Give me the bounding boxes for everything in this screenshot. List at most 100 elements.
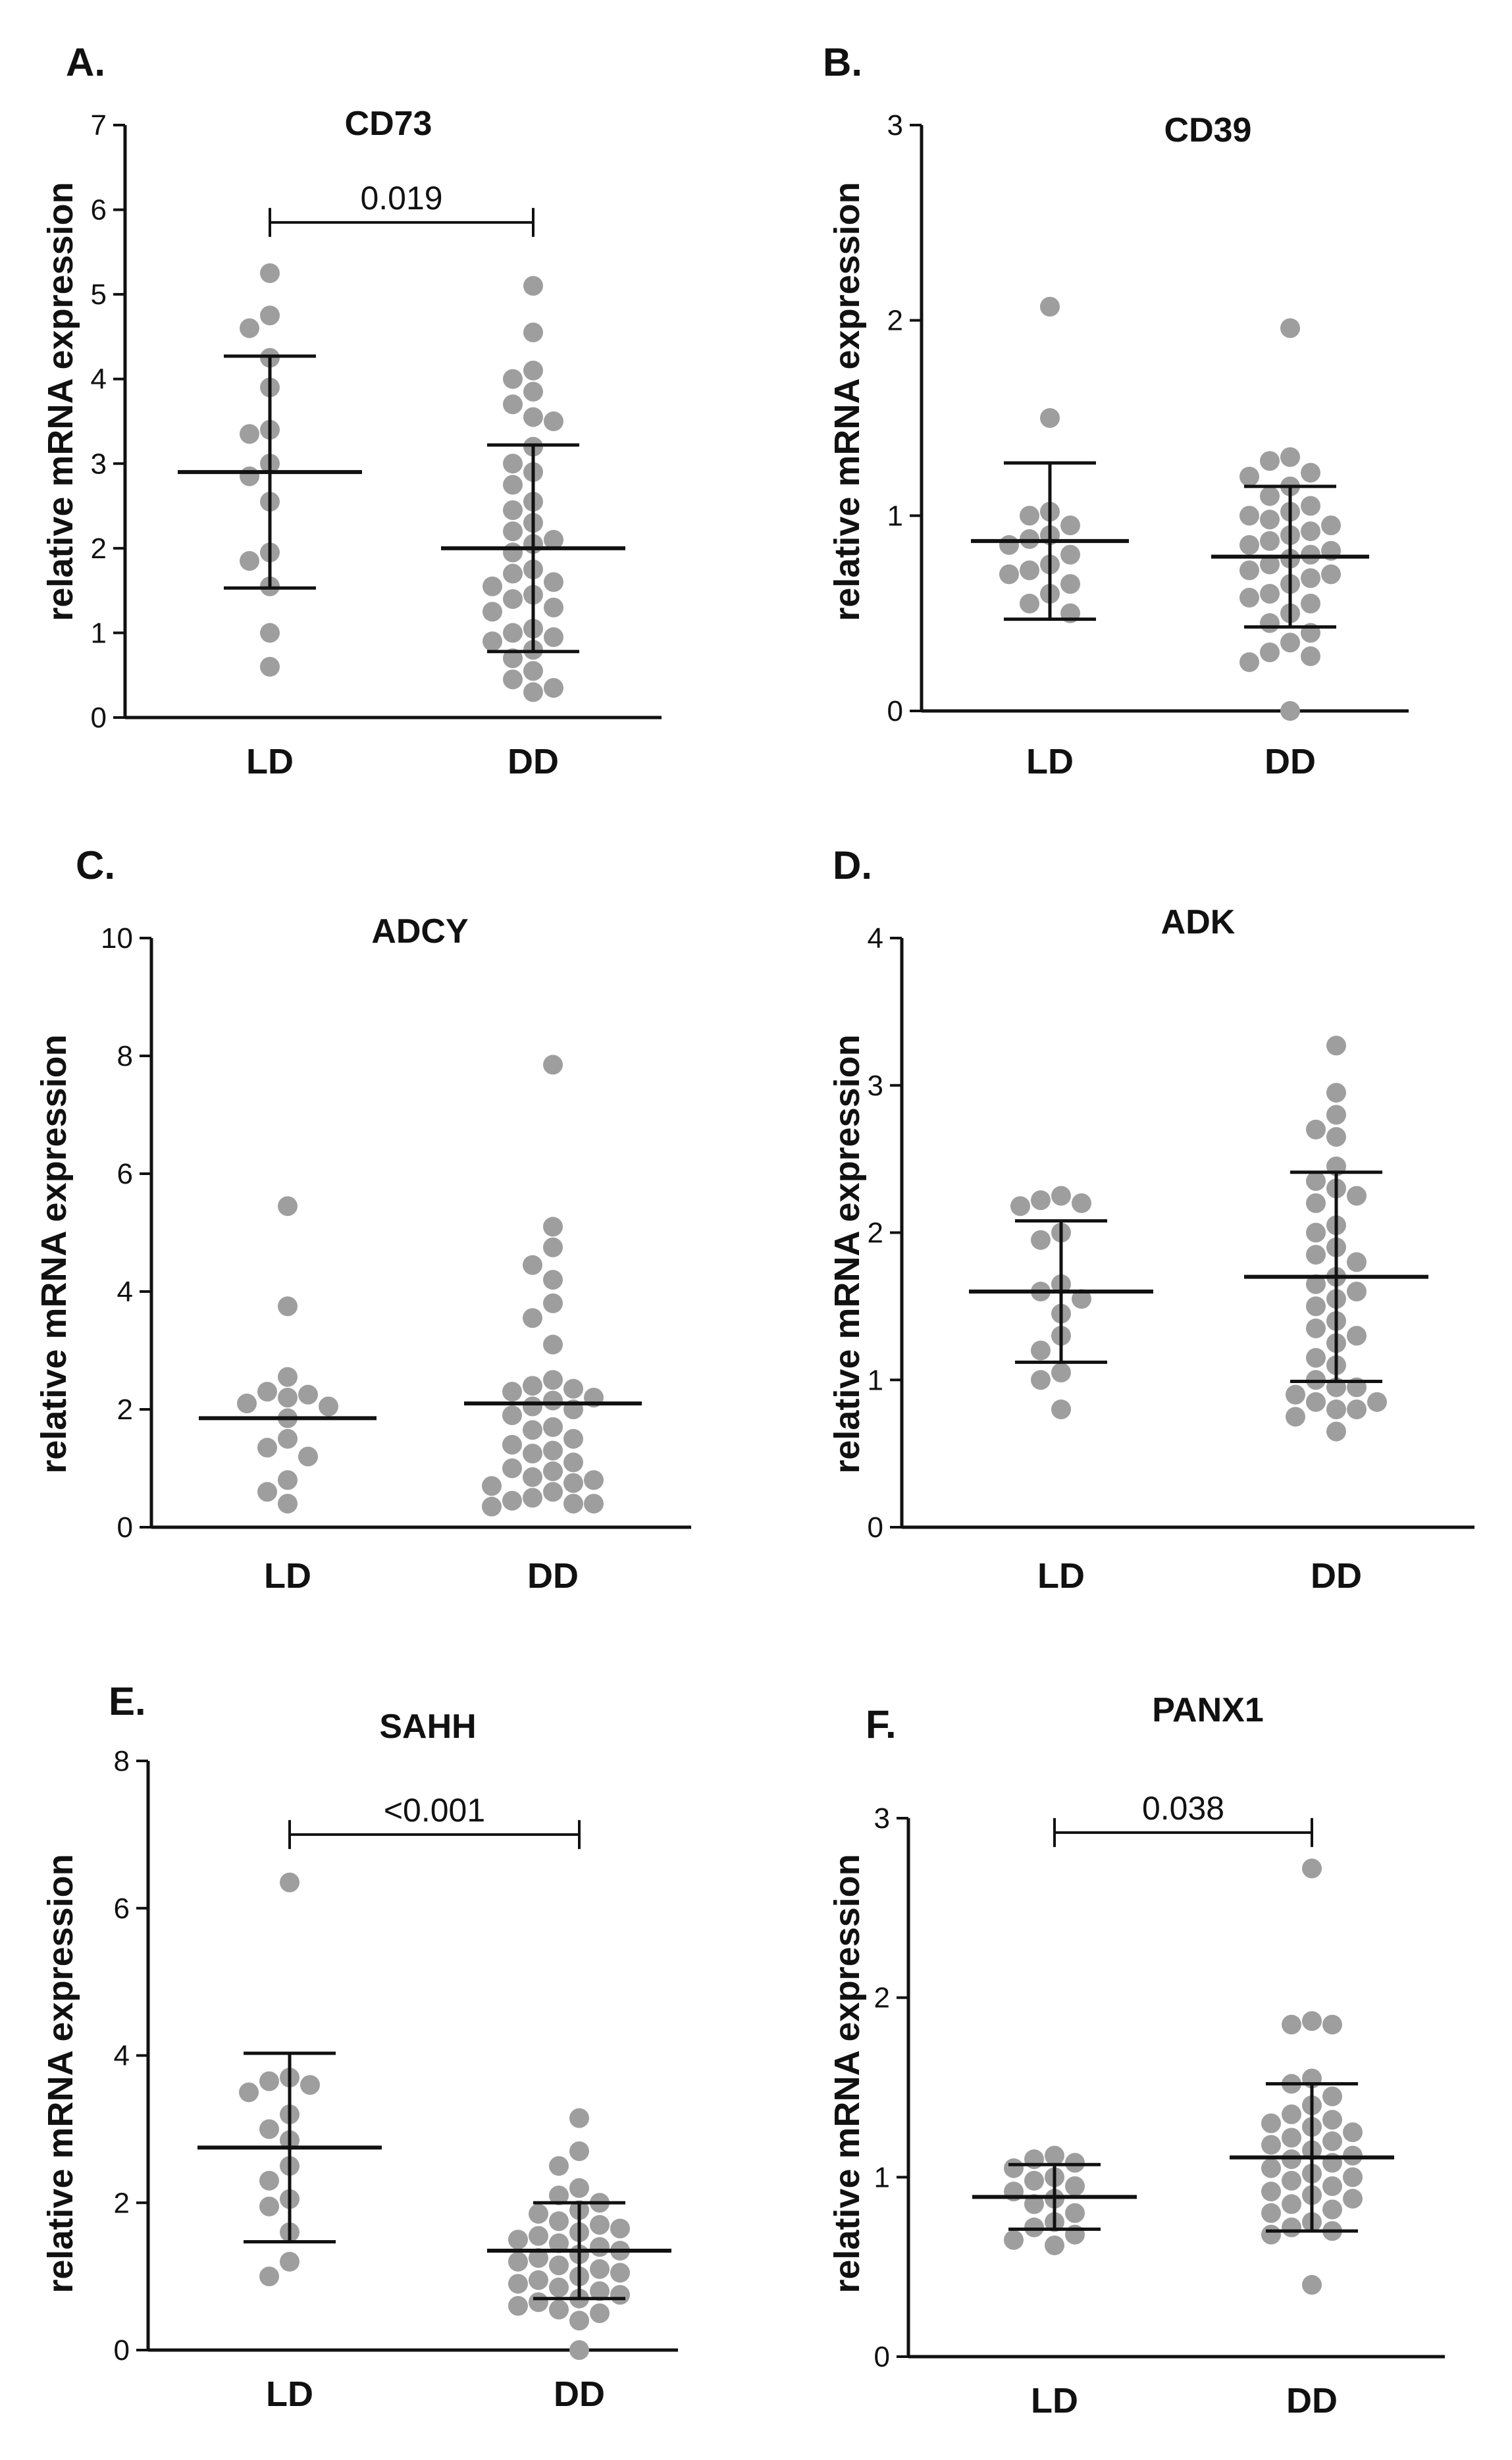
data-point (999, 535, 1019, 555)
data-point (1326, 1421, 1346, 1442)
y-tick-label: 2 (91, 533, 107, 565)
data-point (549, 2255, 569, 2276)
data-point (1282, 2170, 1301, 2191)
data-point (503, 394, 523, 415)
data-point (569, 2340, 589, 2360)
panel-panx1: F. PANX1 relative mRNA expression 0 1 2 3 LD DD 0… (827, 1691, 1445, 2421)
data-point (590, 2303, 610, 2324)
chart-title: CD39 (1164, 111, 1252, 149)
data-point (1326, 1400, 1346, 1419)
data-point (278, 1388, 298, 1408)
data-point (240, 466, 259, 486)
y-tick-label: 7 (91, 109, 107, 142)
data-point (1306, 1392, 1326, 1412)
data-point (1031, 1190, 1051, 1211)
data-point (1282, 2104, 1301, 2124)
data-point (1343, 2189, 1363, 2209)
data-point (1306, 1348, 1326, 1368)
data-point (1306, 1274, 1326, 1294)
data-point (584, 1470, 604, 1490)
data-point (543, 1334, 563, 1355)
data-point (523, 1444, 542, 1464)
data-point (502, 1458, 522, 1479)
data-point (569, 2178, 589, 2198)
panel-letter: A. (66, 40, 105, 84)
panel-adcy: C. ADCY relative mRNA expression 0 2 4 6 8 10 LD D… (34, 843, 691, 1596)
data-point (563, 1452, 583, 1473)
y-tick-label: 2 (874, 1982, 890, 2014)
data-point (543, 1237, 563, 1257)
data-point (508, 2295, 528, 2316)
data-point (523, 382, 543, 402)
data-point (1260, 554, 1280, 575)
data-point (544, 572, 563, 592)
y-tick-label: 0 (117, 1511, 133, 1544)
data-point (1347, 1186, 1367, 1206)
panel-adk: D. ADK relative mRNA expression 0 1 2 3 4 LD DD (827, 843, 1474, 1596)
data-point (1280, 447, 1300, 467)
data-point (278, 1296, 298, 1317)
data-point (1020, 593, 1039, 614)
data-point (503, 542, 523, 563)
x-category-label: LD (1037, 1556, 1085, 1596)
data-point (543, 1370, 563, 1390)
data-point (1301, 521, 1320, 542)
data-point (1321, 564, 1341, 585)
data-point (529, 2226, 548, 2246)
data-point (1302, 2011, 1322, 2031)
data-point (1072, 1193, 1091, 1213)
data-point (1322, 2176, 1342, 2196)
p-value-label: <0.001 (384, 1792, 485, 1829)
data-point (523, 276, 543, 296)
data-point (259, 2119, 279, 2139)
data-point (544, 678, 563, 698)
data-point (1282, 2128, 1301, 2148)
data-point (503, 475, 523, 495)
data-point (523, 1255, 542, 1275)
data-point (259, 2196, 279, 2216)
panel-letter: B. (823, 40, 862, 84)
data-point (1060, 544, 1080, 565)
data-point (549, 2156, 569, 2176)
y-tick-label: 1 (91, 617, 107, 649)
x-category-label: DD (554, 2374, 605, 2414)
data-point (1280, 633, 1300, 653)
data-point (1261, 2135, 1281, 2155)
data-point (259, 2266, 279, 2287)
data-point (240, 424, 259, 444)
data-point (1261, 2182, 1281, 2202)
data-point (563, 1428, 583, 1449)
data-point (503, 500, 523, 520)
data-point (1065, 2176, 1085, 2196)
data-point (1306, 1193, 1326, 1213)
data-point (1261, 2158, 1281, 2178)
data-point (544, 627, 563, 647)
data-point (1239, 587, 1259, 608)
y-tick-label: 1 (887, 500, 903, 532)
data-point (1321, 515, 1341, 536)
data-point (482, 1496, 502, 1517)
data-point (529, 2292, 548, 2313)
data-point (1306, 1296, 1326, 1317)
y-axis-label: relative mRNA expression (41, 1854, 80, 2293)
data-point (502, 1382, 522, 1402)
data-point (502, 1490, 522, 1511)
data-point (549, 2211, 569, 2232)
data-point (544, 411, 563, 431)
data-point (1060, 574, 1080, 594)
y-tick-label: 0 (887, 695, 903, 727)
data-point (1306, 1318, 1326, 1338)
panel-cd39: B. CD39 relative mRNA expression 0 1 2 3 LD DD (823, 40, 1409, 781)
data-point (590, 2281, 610, 2301)
data-point (1261, 2203, 1281, 2223)
data-point (610, 2285, 630, 2305)
data-point (523, 1420, 542, 1440)
data-point (508, 2274, 528, 2294)
data-point (543, 1482, 563, 1502)
y-tick-label: 4 (114, 2040, 130, 2072)
data-point (503, 563, 523, 584)
data-point (1239, 535, 1259, 555)
data-point (543, 1390, 563, 1411)
chart-title: SAHH (379, 1708, 476, 1746)
data-point (1347, 1326, 1367, 1346)
